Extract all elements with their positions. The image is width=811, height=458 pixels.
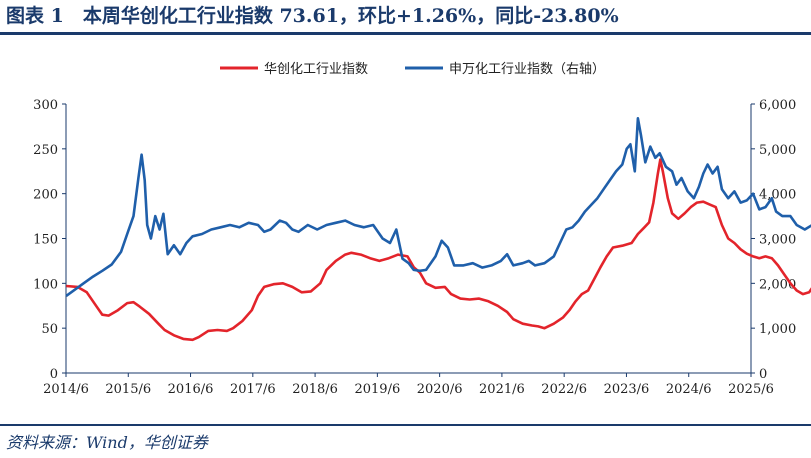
x-tick-label: 2023/6 [604,382,650,397]
y-right-tick-label: 5,000 [759,143,796,158]
x-tick-label: 2021/6 [479,382,525,397]
series-line-huachuang [66,158,811,342]
y-right-tick-label: 4,000 [759,188,796,203]
y-left-tick-label: 150 [33,233,58,248]
series-line-shenwan [65,117,811,297]
x-tick-label: 2020/6 [417,382,463,397]
x-tick-label: 2024/6 [666,382,712,397]
y-right-tick-label: 0 [759,367,767,382]
source-rule [0,424,811,426]
x-tick-label: 2018/6 [292,382,338,397]
legend-label: 申万化工行业指数（右轴） [449,62,605,77]
y-right-tick-label: 1,000 [759,322,796,337]
x-tick-label: 2014/6 [43,382,89,397]
chart-area: 0 50 100 150 200 250 300 0 1,000 2,000 3,000 4,000 5… [33,62,811,397]
y-left-tick-label: 50 [41,322,58,337]
y-right-tick-label: 2,000 [759,277,796,292]
x-tick-label: 2015/6 [105,382,151,397]
x-tick-label: 2016/6 [168,382,214,397]
y-left-tick-label: 300 [33,98,58,113]
source-note: 资料来源：Wind，华创证券 [6,433,208,452]
y-left-tick-label: 100 [33,277,58,292]
title-rule [0,32,811,35]
x-tick-label: 2017/6 [230,382,276,397]
x-tick-label: 2025/6 [728,382,774,397]
y-left-tick-label: 200 [33,188,58,203]
x-tick-label: 2022/6 [541,382,587,397]
y-right-tick-label: 3,000 [759,233,796,248]
y-left-tick-label: 0 [50,367,58,382]
y-left-tick-label: 250 [33,143,58,158]
y-right-tick-label: 6,000 [759,98,796,113]
legend-label: 华创化工行业指数 [264,62,368,77]
figure-title: 图表 1 本周华创化工行业指数 73.61，环比+1.26%，同比-23.80% [6,5,619,27]
x-tick-label: 2019/6 [354,382,400,397]
